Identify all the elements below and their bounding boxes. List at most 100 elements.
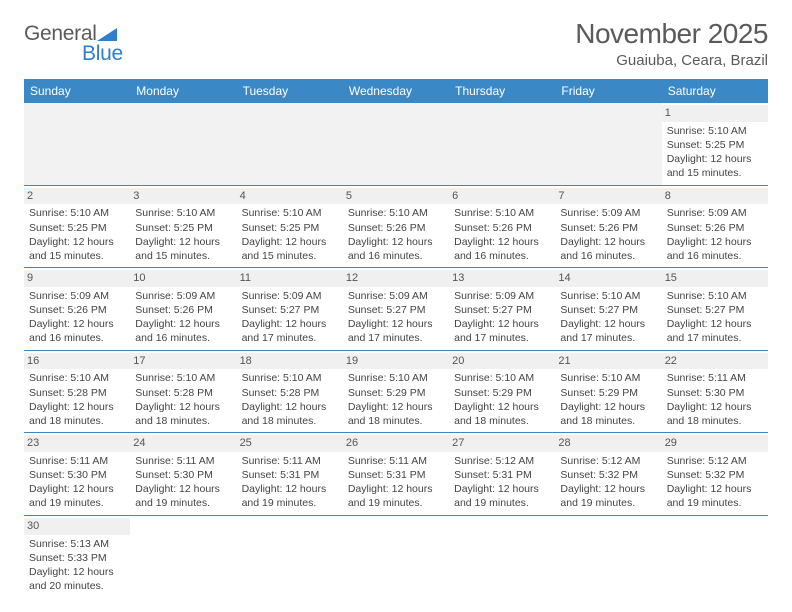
daylight-line: Daylight: 12 hours and 19 minutes. — [667, 482, 763, 510]
sunset-line: Sunset: 5:33 PM — [29, 551, 125, 565]
daylight-line: Daylight: 12 hours and 18 minutes. — [454, 400, 550, 428]
month-title: November 2025 — [575, 18, 768, 50]
calendar-cell-empty — [24, 103, 130, 185]
daylight-line: Daylight: 12 hours and 18 minutes. — [135, 400, 231, 428]
sunrise-line: Sunrise: 5:10 AM — [667, 289, 763, 303]
calendar-cell: 2Sunrise: 5:10 AMSunset: 5:25 PMDaylight… — [24, 185, 130, 268]
calendar-cell: 3Sunrise: 5:10 AMSunset: 5:25 PMDaylight… — [130, 185, 236, 268]
day-info: Sunrise: 5:10 AMSunset: 5:25 PMDaylight:… — [242, 206, 338, 263]
day-info: Sunrise: 5:12 AMSunset: 5:32 PMDaylight:… — [667, 454, 763, 511]
sunset-line: Sunset: 5:32 PM — [667, 468, 763, 482]
day-number: 30 — [24, 518, 130, 535]
day-info: Sunrise: 5:13 AMSunset: 5:33 PMDaylight:… — [29, 537, 125, 594]
sunset-line: Sunset: 5:29 PM — [560, 386, 656, 400]
calendar-header-row: SundayMondayTuesdayWednesdayThursdayFrid… — [24, 79, 768, 103]
sunset-line: Sunset: 5:29 PM — [454, 386, 550, 400]
calendar-cell: 17Sunrise: 5:10 AMSunset: 5:28 PMDayligh… — [130, 350, 236, 433]
calendar-row: 23Sunrise: 5:11 AMSunset: 5:30 PMDayligh… — [24, 433, 768, 516]
daylight-line: Daylight: 12 hours and 17 minutes. — [348, 317, 444, 345]
daylight-line: Daylight: 12 hours and 16 minutes. — [348, 235, 444, 263]
day-number: 6 — [449, 188, 555, 205]
daylight-line: Daylight: 12 hours and 17 minutes. — [560, 317, 656, 345]
sunset-line: Sunset: 5:31 PM — [242, 468, 338, 482]
calendar-cell: 15Sunrise: 5:10 AMSunset: 5:27 PMDayligh… — [662, 268, 768, 351]
sunrise-line: Sunrise: 5:09 AM — [29, 289, 125, 303]
day-number: 10 — [130, 270, 236, 287]
day-number: 24 — [130, 435, 236, 452]
day-number: 17 — [130, 353, 236, 370]
day-info: Sunrise: 5:10 AMSunset: 5:29 PMDaylight:… — [560, 371, 656, 428]
sunset-line: Sunset: 5:31 PM — [454, 468, 550, 482]
sunrise-line: Sunrise: 5:10 AM — [29, 206, 125, 220]
day-number: 18 — [237, 353, 343, 370]
sunset-line: Sunset: 5:26 PM — [348, 221, 444, 235]
day-number: 4 — [237, 188, 343, 205]
daylight-line: Daylight: 12 hours and 16 minutes. — [135, 317, 231, 345]
day-number: 14 — [555, 270, 661, 287]
sunset-line: Sunset: 5:31 PM — [348, 468, 444, 482]
sunrise-line: Sunrise: 5:09 AM — [348, 289, 444, 303]
calendar-cell-empty — [555, 103, 661, 185]
sunrise-line: Sunrise: 5:10 AM — [135, 371, 231, 385]
day-header: Tuesday — [237, 79, 343, 103]
sunrise-line: Sunrise: 5:12 AM — [667, 454, 763, 468]
sunrise-line: Sunrise: 5:09 AM — [667, 206, 763, 220]
day-info: Sunrise: 5:11 AMSunset: 5:31 PMDaylight:… — [242, 454, 338, 511]
day-number: 19 — [343, 353, 449, 370]
daylight-line: Daylight: 12 hours and 18 minutes. — [560, 400, 656, 428]
sunset-line: Sunset: 5:27 PM — [667, 303, 763, 317]
day-number: 7 — [555, 188, 661, 205]
calendar-cell-empty — [237, 103, 343, 185]
day-header: Friday — [555, 79, 661, 103]
sunrise-line: Sunrise: 5:11 AM — [29, 454, 125, 468]
sunrise-line: Sunrise: 5:10 AM — [454, 371, 550, 385]
daylight-line: Daylight: 12 hours and 16 minutes. — [667, 235, 763, 263]
sunset-line: Sunset: 5:25 PM — [242, 221, 338, 235]
sunrise-line: Sunrise: 5:09 AM — [454, 289, 550, 303]
calendar-row: 9Sunrise: 5:09 AMSunset: 5:26 PMDaylight… — [24, 268, 768, 351]
day-number: 16 — [24, 353, 130, 370]
calendar-cell: 12Sunrise: 5:09 AMSunset: 5:27 PMDayligh… — [343, 268, 449, 351]
sunset-line: Sunset: 5:26 PM — [560, 221, 656, 235]
day-header: Sunday — [24, 79, 130, 103]
day-info: Sunrise: 5:10 AMSunset: 5:25 PMDaylight:… — [135, 206, 231, 263]
calendar-cell-empty — [449, 515, 555, 597]
location: Guaiuba, Ceara, Brazil — [575, 52, 768, 69]
day-info: Sunrise: 5:12 AMSunset: 5:31 PMDaylight:… — [454, 454, 550, 511]
sunset-line: Sunset: 5:26 PM — [454, 221, 550, 235]
day-number: 2 — [24, 188, 130, 205]
day-number: 22 — [662, 353, 768, 370]
daylight-line: Daylight: 12 hours and 19 minutes. — [135, 482, 231, 510]
daylight-line: Daylight: 12 hours and 19 minutes. — [348, 482, 444, 510]
day-info: Sunrise: 5:10 AMSunset: 5:29 PMDaylight:… — [454, 371, 550, 428]
sunset-line: Sunset: 5:26 PM — [667, 221, 763, 235]
daylight-line: Daylight: 12 hours and 15 minutes. — [135, 235, 231, 263]
daylight-line: Daylight: 12 hours and 20 minutes. — [29, 565, 125, 593]
sunset-line: Sunset: 5:29 PM — [348, 386, 444, 400]
sunset-line: Sunset: 5:25 PM — [135, 221, 231, 235]
day-info: Sunrise: 5:10 AMSunset: 5:26 PMDaylight:… — [348, 206, 444, 263]
daylight-line: Daylight: 12 hours and 19 minutes. — [454, 482, 550, 510]
sunset-line: Sunset: 5:28 PM — [29, 386, 125, 400]
daylight-line: Daylight: 12 hours and 17 minutes. — [454, 317, 550, 345]
calendar-cell: 28Sunrise: 5:12 AMSunset: 5:32 PMDayligh… — [555, 433, 661, 516]
sunrise-line: Sunrise: 5:13 AM — [29, 537, 125, 551]
day-info: Sunrise: 5:10 AMSunset: 5:26 PMDaylight:… — [454, 206, 550, 263]
calendar-cell-empty — [449, 103, 555, 185]
calendar-cell: 11Sunrise: 5:09 AMSunset: 5:27 PMDayligh… — [237, 268, 343, 351]
sunrise-line: Sunrise: 5:10 AM — [667, 124, 763, 138]
daylight-line: Daylight: 12 hours and 17 minutes. — [242, 317, 338, 345]
title-block: November 2025 Guaiuba, Ceara, Brazil — [575, 18, 768, 69]
calendar-cell: 30 Sunrise: 5:13 AMSunset: 5:33 PMDayligh… — [24, 515, 130, 597]
daylight-line: Daylight: 12 hours and 18 minutes. — [348, 400, 444, 428]
calendar-cell-empty — [343, 515, 449, 597]
day-header: Monday — [130, 79, 236, 103]
calendar-cell-empty — [343, 103, 449, 185]
day-info: Sunrise: 5:10 AMSunset: 5:29 PMDaylight:… — [348, 371, 444, 428]
calendar-cell-empty — [130, 103, 236, 185]
daylight-line: Daylight: 12 hours and 17 minutes. — [667, 317, 763, 345]
calendar-cell-empty — [555, 515, 661, 597]
daylight-line: Daylight: 12 hours and 18 minutes. — [667, 400, 763, 428]
daylight-line: Daylight: 12 hours and 18 minutes. — [29, 400, 125, 428]
day-header: Wednesday — [343, 79, 449, 103]
